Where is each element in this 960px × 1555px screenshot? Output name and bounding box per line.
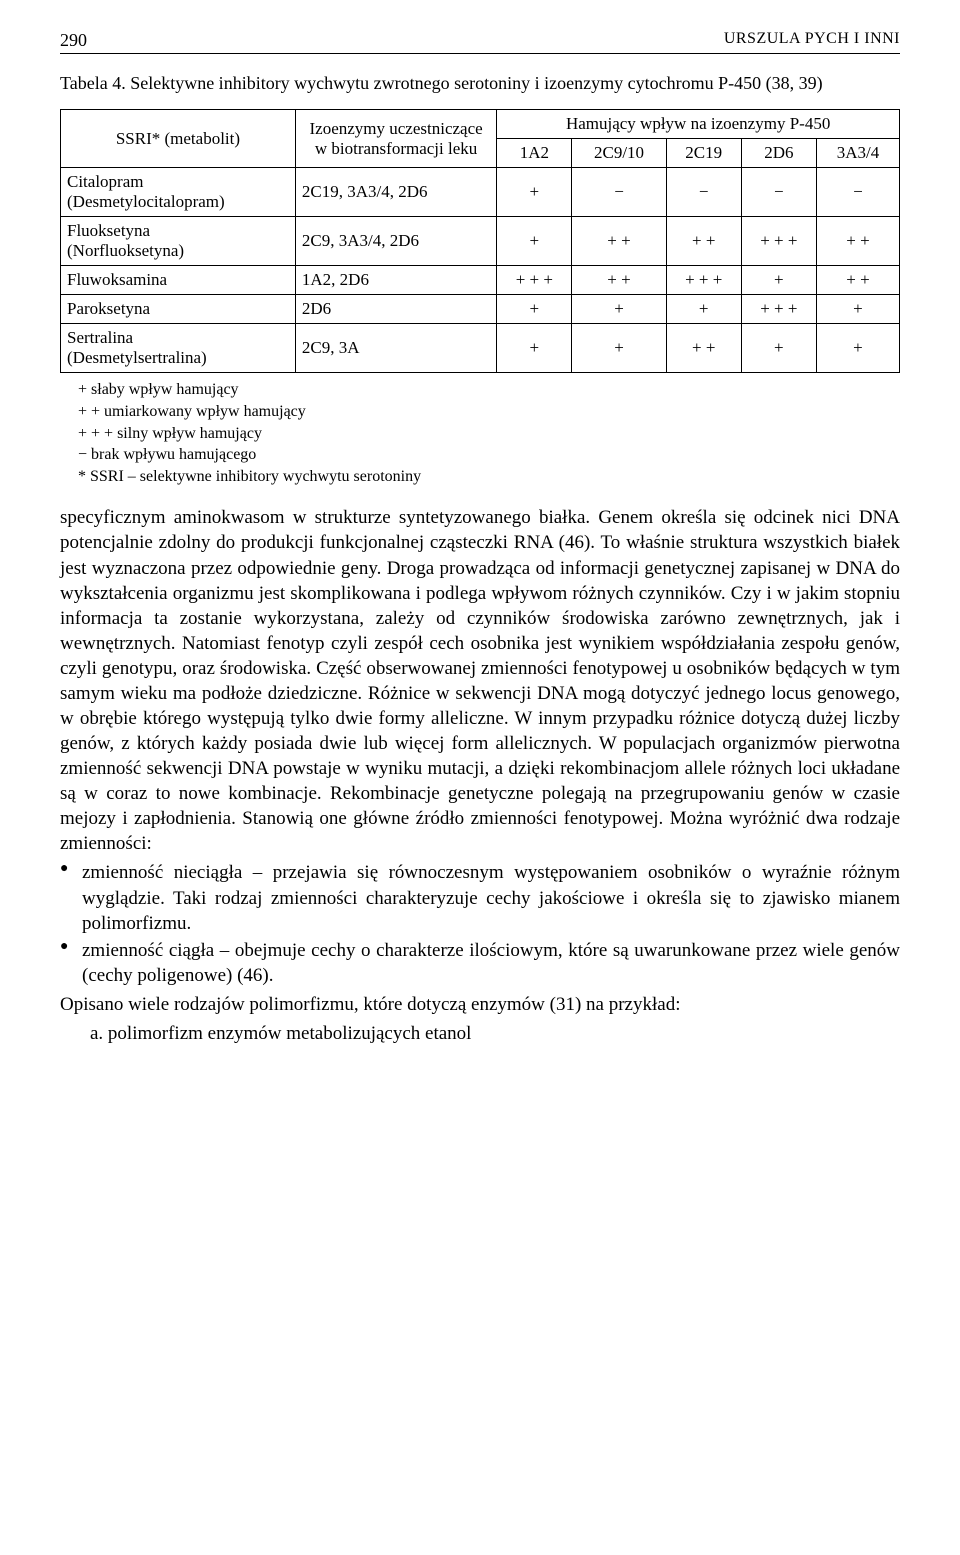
row-enzymes: 2C9, 3A3/4, 2D6 <box>295 217 496 266</box>
row-name: Fluoksetyna (Norfluoksetyna) <box>61 217 296 266</box>
row-enzymes: 2C9, 3A <box>295 324 496 373</box>
row-val: + + <box>816 266 899 295</box>
table-row: Fluwoksamina 1A2, 2D6 + + + + + + + + + … <box>61 266 900 295</box>
row-val: + + <box>666 217 741 266</box>
row-val: + + + <box>741 217 816 266</box>
row-val: − <box>666 168 741 217</box>
row-val: − <box>741 168 816 217</box>
row-val: − <box>816 168 899 217</box>
row-name: Citalopram (Desmetylocitalopram) <box>61 168 296 217</box>
row-val: + <box>741 324 816 373</box>
row-val: + + + <box>741 295 816 324</box>
row-val: + + <box>572 266 666 295</box>
table-row: Paroksetyna 2D6 + + + + + + + <box>61 295 900 324</box>
row-enzymes: 2D6 <box>295 295 496 324</box>
row-name: Paroksetyna <box>61 295 296 324</box>
table-row: Fluoksetyna (Norfluoksetyna) 2C9, 3A3/4,… <box>61 217 900 266</box>
row-val: + <box>497 295 572 324</box>
bullet-list: zmienność nieciągła – przejawia się równ… <box>60 860 900 987</box>
row-val: + <box>741 266 816 295</box>
col1-head: Izoenzymy uczestniczące w biotransformac… <box>295 110 496 168</box>
subcol-4: 3A3/4 <box>816 139 899 168</box>
super-header: Hamujący wpływ na izoenzymy P-450 <box>497 110 900 139</box>
page-number: 290 <box>60 30 87 51</box>
paragraph-2: Opisano wiele rodzajów polimorfizmu, któ… <box>60 992 900 1017</box>
row-enzymes: 1A2, 2D6 <box>295 266 496 295</box>
row-val: + + <box>666 324 741 373</box>
row-val: + <box>666 295 741 324</box>
table-header-row: SSRI* (metabolit) Izoenzymy uczestnicząc… <box>61 110 900 139</box>
row-val: + + <box>572 217 666 266</box>
table-row: Sertralina (Desmetylsertralina) 2C9, 3A … <box>61 324 900 373</box>
bullet-2: zmienność ciągła – obejmuje cechy o char… <box>60 938 900 988</box>
row-val: + <box>816 295 899 324</box>
subcol-1: 2C9/10 <box>572 139 666 168</box>
row-name: Sertralina (Desmetylsertralina) <box>61 324 296 373</box>
page-header: 290 URSZULA PYCH I INNI <box>60 30 900 54</box>
row-val: + + + <box>497 266 572 295</box>
row-val: − <box>572 168 666 217</box>
row-val: + <box>497 168 572 217</box>
row-val: + + + <box>666 266 741 295</box>
body-text: specyficznym aminokwasom w strukturze sy… <box>60 505 900 1046</box>
running-title: URSZULA PYCH I INNI <box>724 30 900 51</box>
table-caption: Tabela 4. Selektywne inhibitory wychwytu… <box>60 72 900 95</box>
inhibitors-table: SSRI* (metabolit) Izoenzymy uczestnicząc… <box>60 109 900 373</box>
paragraph-main: specyficznym aminokwasom w strukturze sy… <box>60 505 900 856</box>
paragraph-a: a. polimorfizm enzymów metabolizujących … <box>60 1021 900 1046</box>
row-val: + <box>816 324 899 373</box>
row-val: + <box>572 295 666 324</box>
subcol-0: 1A2 <box>497 139 572 168</box>
row-val: + <box>497 217 572 266</box>
col0-head: SSRI* (metabolit) <box>61 110 296 168</box>
row-name: Fluwoksamina <box>61 266 296 295</box>
row-val: + <box>497 324 572 373</box>
subcol-3: 2D6 <box>741 139 816 168</box>
table-legend: + słaby wpływ hamujący + + umiarkowany w… <box>78 379 900 487</box>
bullet-1: zmienność nieciągła – przejawia się równ… <box>60 860 900 935</box>
row-enzymes: 2C19, 3A3/4, 2D6 <box>295 168 496 217</box>
row-val: + <box>572 324 666 373</box>
subcol-2: 2C19 <box>666 139 741 168</box>
table-row: Citalopram (Desmetylocitalopram) 2C19, 3… <box>61 168 900 217</box>
row-val: + + <box>816 217 899 266</box>
